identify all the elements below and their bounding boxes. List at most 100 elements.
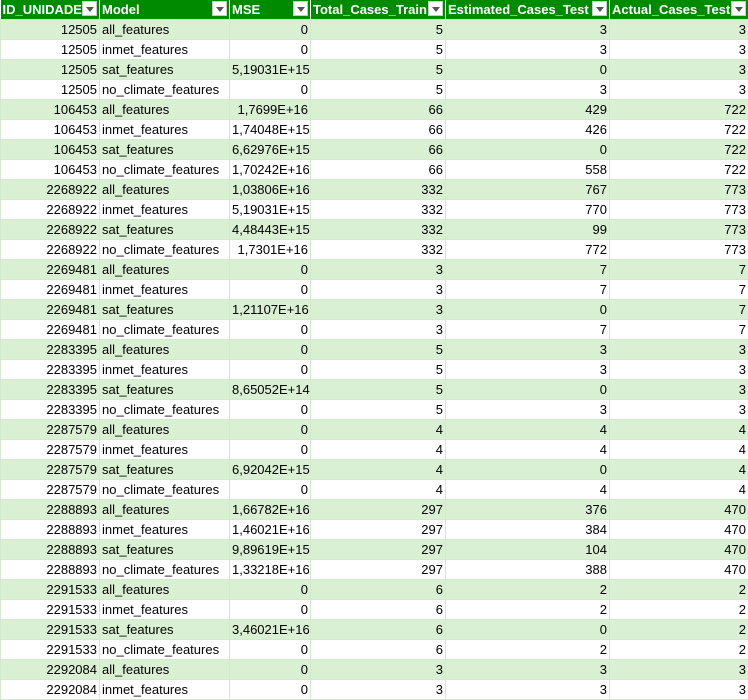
column-header-id-unidade[interactable]: ID_UNIDADE (1, 0, 100, 20)
cell-id-unidade[interactable]: 2268922 (1, 240, 100, 260)
cell-mse[interactable]: 1,7301E+16 (230, 240, 311, 260)
cell-id-unidade[interactable]: 2287579 (1, 480, 100, 500)
cell-actual-cases-test[interactable]: 773 (610, 180, 748, 200)
cell-total-cases-train[interactable]: 6 (311, 640, 446, 660)
cell-model[interactable]: sat_features (100, 460, 230, 480)
cell-actual-cases-test[interactable]: 470 (610, 520, 748, 540)
cell-mse[interactable]: 0 (230, 600, 311, 620)
cell-mse[interactable]: 0 (230, 480, 311, 500)
cell-total-cases-train[interactable]: 4 (311, 440, 446, 460)
cell-estimated-cases-test[interactable]: 3 (446, 20, 610, 40)
cell-total-cases-train[interactable]: 66 (311, 160, 446, 180)
cell-total-cases-train[interactable]: 6 (311, 600, 446, 620)
cell-estimated-cases-test[interactable]: 558 (446, 160, 610, 180)
cell-mse[interactable]: 1,33218E+16 (230, 560, 311, 580)
cell-total-cases-train[interactable]: 3 (311, 680, 446, 700)
cell-model[interactable]: inmet_features (100, 200, 230, 220)
cell-model[interactable]: inmet_features (100, 40, 230, 60)
cell-total-cases-train[interactable]: 4 (311, 420, 446, 440)
cell-total-cases-train[interactable]: 332 (311, 180, 446, 200)
cell-mse[interactable]: 0 (230, 320, 311, 340)
cell-mse[interactable]: 1,70242E+16 (230, 160, 311, 180)
cell-mse[interactable]: 0 (230, 40, 311, 60)
cell-id-unidade[interactable]: 2288893 (1, 560, 100, 580)
cell-model[interactable]: sat_features (100, 540, 230, 560)
cell-total-cases-train[interactable]: 6 (311, 620, 446, 640)
cell-estimated-cases-test[interactable]: 99 (446, 220, 610, 240)
cell-total-cases-train[interactable]: 3 (311, 280, 446, 300)
cell-mse[interactable]: 5,19031E+15 (230, 200, 311, 220)
cell-estimated-cases-test[interactable]: 4 (446, 420, 610, 440)
cell-mse[interactable]: 0 (230, 660, 311, 680)
cell-estimated-cases-test[interactable]: 426 (446, 120, 610, 140)
cell-id-unidade[interactable]: 2269481 (1, 260, 100, 280)
cell-actual-cases-test[interactable]: 3 (610, 340, 748, 360)
cell-actual-cases-test[interactable]: 470 (610, 500, 748, 520)
cell-id-unidade[interactable]: 12505 (1, 20, 100, 40)
cell-estimated-cases-test[interactable]: 3 (446, 40, 610, 60)
cell-mse[interactable]: 0 (230, 420, 311, 440)
cell-id-unidade[interactable]: 2283395 (1, 340, 100, 360)
cell-id-unidade[interactable]: 106453 (1, 140, 100, 160)
cell-estimated-cases-test[interactable]: 2 (446, 580, 610, 600)
cell-actual-cases-test[interactable]: 722 (610, 140, 748, 160)
cell-id-unidade[interactable]: 2292084 (1, 660, 100, 680)
cell-model[interactable]: sat_features (100, 220, 230, 240)
cell-mse[interactable]: 8,65052E+14 (230, 380, 311, 400)
cell-actual-cases-test[interactable]: 773 (610, 240, 748, 260)
cell-estimated-cases-test[interactable]: 767 (446, 180, 610, 200)
cell-actual-cases-test[interactable]: 7 (610, 260, 748, 280)
cell-total-cases-train[interactable]: 66 (311, 120, 446, 140)
cell-id-unidade[interactable]: 2288893 (1, 520, 100, 540)
cell-mse[interactable]: 0 (230, 400, 311, 420)
cell-actual-cases-test[interactable]: 722 (610, 120, 748, 140)
cell-mse[interactable]: 5,19031E+15 (230, 60, 311, 80)
column-header-mse[interactable]: MSE (230, 0, 311, 20)
cell-estimated-cases-test[interactable]: 3 (446, 80, 610, 100)
cell-mse[interactable]: 1,03806E+16 (230, 180, 311, 200)
cell-actual-cases-test[interactable]: 773 (610, 200, 748, 220)
cell-actual-cases-test[interactable]: 3 (610, 660, 748, 680)
cell-actual-cases-test[interactable]: 722 (610, 100, 748, 120)
cell-model[interactable]: no_climate_features (100, 640, 230, 660)
cell-total-cases-train[interactable]: 5 (311, 400, 446, 420)
cell-id-unidade[interactable]: 2268922 (1, 220, 100, 240)
cell-model[interactable]: all_features (100, 660, 230, 680)
cell-actual-cases-test[interactable]: 2 (610, 640, 748, 660)
cell-model[interactable]: no_climate_features (100, 400, 230, 420)
cell-total-cases-train[interactable]: 332 (311, 220, 446, 240)
cell-total-cases-train[interactable]: 66 (311, 100, 446, 120)
cell-estimated-cases-test[interactable]: 2 (446, 640, 610, 660)
cell-id-unidade[interactable]: 2287579 (1, 460, 100, 480)
cell-total-cases-train[interactable]: 3 (311, 320, 446, 340)
cell-total-cases-train[interactable]: 3 (311, 260, 446, 280)
cell-actual-cases-test[interactable]: 2 (610, 600, 748, 620)
cell-id-unidade[interactable]: 12505 (1, 80, 100, 100)
filter-dropdown-icon[interactable] (82, 1, 97, 16)
cell-estimated-cases-test[interactable]: 7 (446, 280, 610, 300)
cell-mse[interactable]: 0 (230, 80, 311, 100)
cell-id-unidade[interactable]: 2288893 (1, 540, 100, 560)
cell-actual-cases-test[interactable]: 4 (610, 480, 748, 500)
cell-model[interactable]: sat_features (100, 60, 230, 80)
cell-total-cases-train[interactable]: 297 (311, 540, 446, 560)
cell-model[interactable]: sat_features (100, 140, 230, 160)
cell-actual-cases-test[interactable]: 4 (610, 420, 748, 440)
cell-id-unidade[interactable]: 106453 (1, 160, 100, 180)
cell-total-cases-train[interactable]: 3 (311, 300, 446, 320)
cell-actual-cases-test[interactable]: 3 (610, 80, 748, 100)
cell-total-cases-train[interactable]: 4 (311, 460, 446, 480)
cell-model[interactable]: sat_features (100, 300, 230, 320)
column-header-total-cases-train[interactable]: Total_Cases_Train (311, 0, 446, 20)
